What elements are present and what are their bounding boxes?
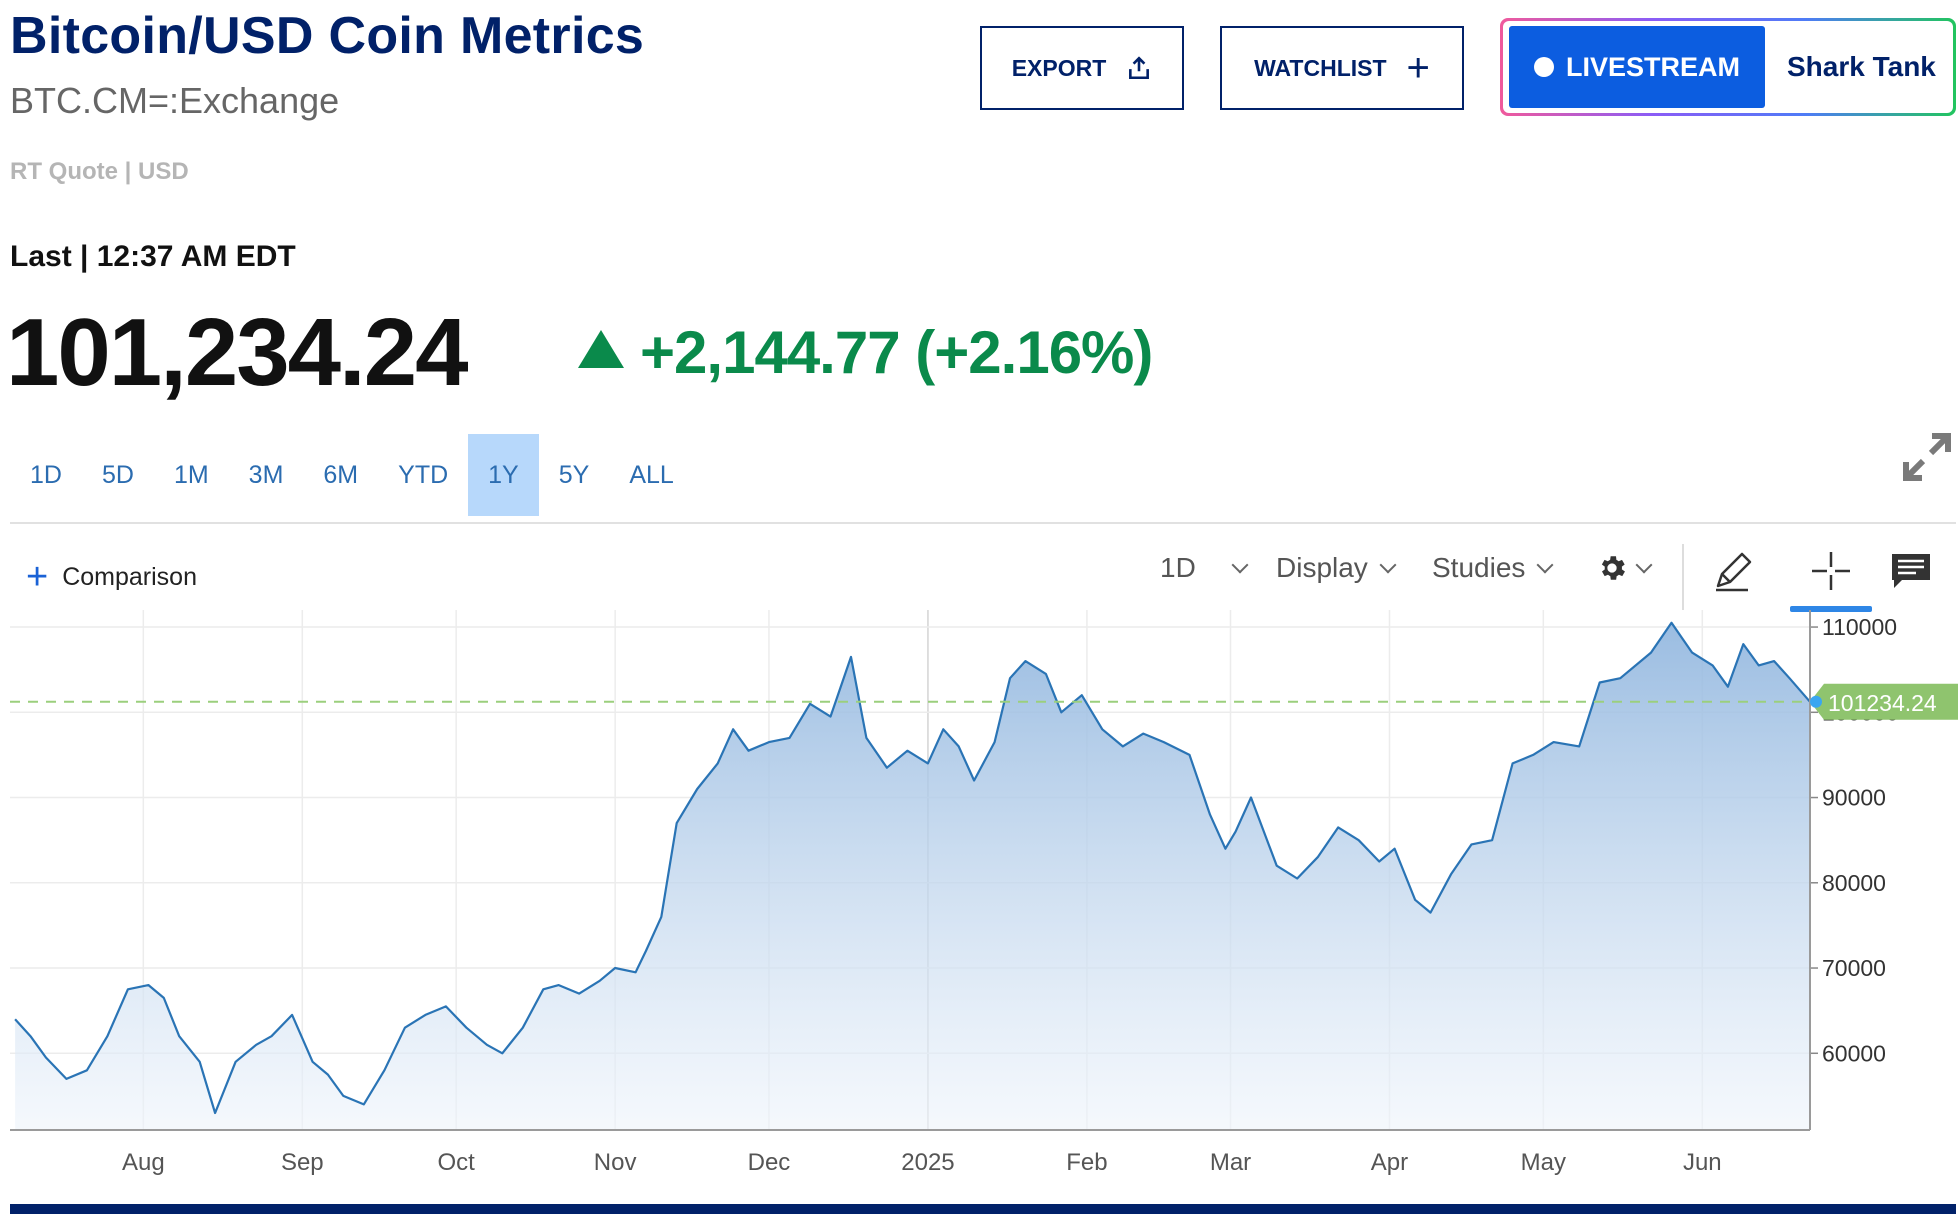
chevron-down-icon bbox=[1379, 556, 1397, 574]
active-tool-indicator bbox=[1790, 606, 1872, 612]
x-tick-label: Mar bbox=[1210, 1149, 1251, 1176]
gear-icon bbox=[1601, 556, 1625, 580]
last-update-label: Last | 12:37 AM EDT bbox=[10, 240, 296, 273]
live-dot-icon bbox=[1533, 57, 1554, 77]
x-tick-label: May bbox=[1521, 1149, 1566, 1176]
comparison-button[interactable]: + Comparison bbox=[26, 558, 197, 596]
last-price-dot bbox=[1810, 695, 1822, 708]
interval-dropdown[interactable]: 1D bbox=[1160, 552, 1249, 584]
range-tab-all[interactable]: ALL bbox=[629, 460, 674, 489]
range-tab-ytd[interactable]: YTD bbox=[398, 460, 449, 489]
x-tick-label: Oct bbox=[437, 1149, 475, 1176]
livestream-label: LIVESTREAM bbox=[1565, 51, 1740, 82]
chevron-down-icon bbox=[1635, 556, 1653, 574]
studies-label: Studies bbox=[1432, 552, 1526, 583]
range-tab-5y[interactable]: 5Y bbox=[558, 460, 590, 489]
annotation-icon[interactable] bbox=[1886, 546, 1936, 596]
export-label: EXPORT bbox=[1011, 54, 1107, 81]
symbol-label: BTC.CM=:Exchange bbox=[10, 80, 340, 121]
last-price: 101,234.24 bbox=[6, 299, 468, 406]
price-chart[interactable]: Aug Sep Oct Nov Dec 2025 Feb Mar Apr May Jun 60000 7… bbox=[0, 610, 1960, 1210]
price-series-line bbox=[14, 621, 1811, 1115]
show-name-link[interactable]: Shark Tank bbox=[1787, 51, 1936, 82]
chevron-down-icon bbox=[1231, 556, 1249, 574]
range-tab-5d[interactable]: 5D bbox=[101, 460, 134, 489]
plus-icon: + bbox=[1406, 46, 1430, 90]
livestream-button[interactable]: LIVESTREAM bbox=[1509, 26, 1765, 108]
watchlist-label: WATCHLIST bbox=[1254, 54, 1387, 81]
time-range-tabs: 1D 5D 1M 3M 6M YTD 1Y 5Y ALL bbox=[10, 434, 694, 516]
range-tab-1m[interactable]: 1M bbox=[173, 460, 209, 489]
toolbar-separator bbox=[1682, 544, 1684, 610]
interval-label: 1D bbox=[1160, 552, 1196, 583]
x-tick-label: Dec bbox=[748, 1149, 791, 1176]
comparison-label: Comparison bbox=[62, 562, 197, 591]
x-tick-label: Apr bbox=[1371, 1149, 1408, 1176]
last-price-tag-label: 101234.24 bbox=[1828, 690, 1937, 716]
y-tick-label: 60000 bbox=[1822, 1040, 1886, 1066]
chevron-down-icon bbox=[1536, 556, 1554, 574]
up-arrow-icon bbox=[578, 330, 624, 368]
x-tick-label: 2025 bbox=[901, 1149, 954, 1176]
y-tick-label: 70000 bbox=[1822, 955, 1886, 981]
watchlist-button[interactable]: WATCHLIST + bbox=[1220, 26, 1464, 110]
pencil-icon[interactable] bbox=[1708, 546, 1758, 596]
x-tick-label: Nov bbox=[594, 1149, 637, 1176]
x-tick-label: Sep bbox=[281, 1149, 324, 1176]
crosshair-icon[interactable] bbox=[1806, 546, 1856, 596]
y-tick-label: 90000 bbox=[1822, 785, 1886, 811]
y-tick-label: 110000 bbox=[1822, 614, 1897, 640]
range-tab-1y[interactable]: 1Y bbox=[468, 434, 539, 516]
x-tick-label: Jun bbox=[1683, 1149, 1722, 1176]
toolbar-divider bbox=[10, 522, 1956, 524]
range-tab-3m[interactable]: 3M bbox=[248, 460, 284, 489]
x-tick-label: Aug bbox=[122, 1149, 165, 1176]
livestream-panel: LIVESTREAM Shark Tank bbox=[1500, 18, 1956, 116]
share-icon bbox=[1129, 56, 1150, 80]
bottom-accent-bar bbox=[10, 1204, 1956, 1214]
display-label: Display bbox=[1276, 552, 1368, 583]
display-dropdown[interactable]: Display bbox=[1276, 552, 1397, 584]
y-tick-label: 80000 bbox=[1822, 870, 1886, 896]
price-area-fill bbox=[15, 622, 1811, 1130]
range-tab-1d[interactable]: 1D bbox=[30, 460, 62, 489]
quote-type-label: RT Quote | USD bbox=[10, 158, 189, 185]
studies-dropdown[interactable]: Studies bbox=[1432, 552, 1554, 584]
last-price-tag bbox=[1810, 683, 1958, 720]
range-tab-6m[interactable]: 6M bbox=[323, 460, 359, 489]
page-title: Bitcoin/USD Coin Metrics bbox=[10, 7, 645, 65]
settings-dropdown[interactable] bbox=[1596, 552, 1653, 584]
export-button[interactable]: EXPORT bbox=[980, 26, 1184, 110]
price-change: +2,144.77 (+2.16%) bbox=[640, 319, 1153, 386]
expand-icon[interactable] bbox=[1900, 430, 1954, 484]
plus-icon: + bbox=[26, 556, 49, 598]
x-tick-label: Feb bbox=[1066, 1149, 1107, 1176]
